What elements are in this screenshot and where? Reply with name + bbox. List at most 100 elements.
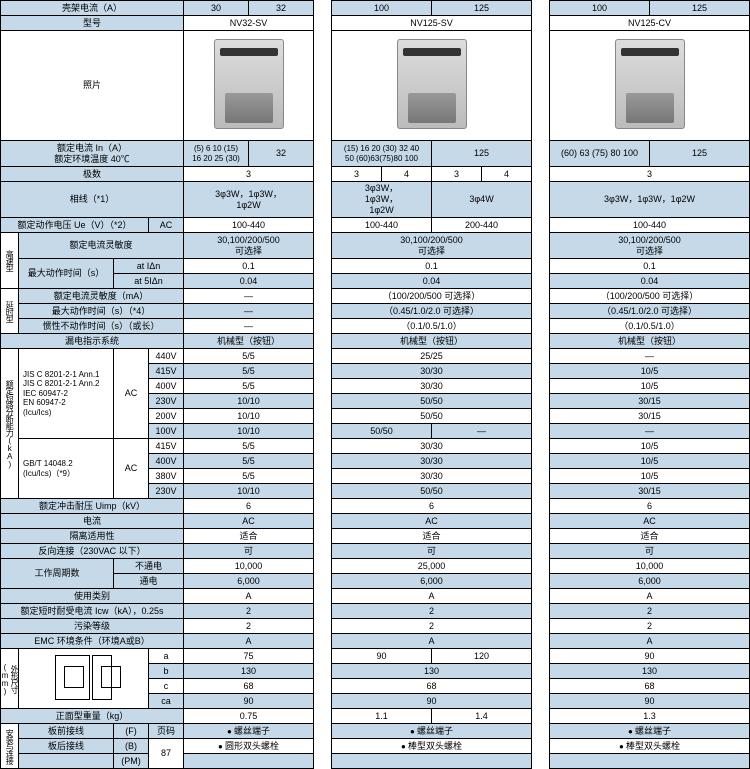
- wt-v2b: 1.4: [432, 709, 532, 724]
- g415-v2: 30/30: [332, 439, 532, 454]
- g380-v1: 5/5: [184, 469, 314, 484]
- g400-v3: 10/5: [550, 454, 750, 469]
- usage-v1: A: [184, 589, 314, 604]
- p2a: 3: [332, 167, 382, 182]
- wt-v2a: 1.1: [332, 709, 432, 724]
- v200-v2: 50/50: [332, 409, 532, 424]
- rear-v3: 棒型双头螺栓: [550, 739, 750, 754]
- jis-ac: AC: [114, 349, 149, 439]
- db-v3: 130: [550, 664, 750, 679]
- dc-v1: 68: [184, 679, 314, 694]
- da-v2b: 120: [432, 649, 532, 664]
- col2b: 125: [432, 1, 532, 16]
- cyc-off-v1: 10,000: [184, 559, 314, 574]
- front-v3: 螺丝端子: [550, 724, 750, 739]
- p1: 3: [184, 167, 314, 182]
- photo1: [184, 31, 314, 141]
- model-label: 型号: [1, 16, 184, 31]
- v100-l: 100V: [149, 424, 184, 439]
- dm-v3: （0.45/1.0/2.0 可选择）: [550, 304, 750, 319]
- icw-label: 额定短时耐受电流 Icw（kA），0.25s: [1, 604, 184, 619]
- cyc-label: 工作周期数: [1, 559, 114, 589]
- dc-v3: 68: [550, 679, 750, 694]
- p2d: 4: [482, 167, 532, 182]
- pm-code: (PM): [114, 754, 149, 769]
- front-v2: 螺丝端子: [332, 724, 532, 739]
- mt-idn-v2: 0.1: [332, 259, 532, 274]
- v3: 100-440: [550, 218, 750, 233]
- ind-v1: 机械型（按钮）: [184, 334, 314, 349]
- pm-v3: [550, 754, 750, 769]
- mt-idn-label: at IΔn: [114, 259, 184, 274]
- dm-v1: —: [184, 304, 314, 319]
- sens-v1: 30,100/200/500 可选择: [184, 233, 314, 259]
- inertia-label: 惯性不动作时间（s）（或长）: [19, 319, 184, 334]
- g415-v1: 5/5: [184, 439, 314, 454]
- front-page-label: 页码: [149, 724, 184, 739]
- gap2: [532, 1, 550, 769]
- mt-idn-v1: 0.1: [184, 259, 314, 274]
- g400-v2: 30/30: [332, 454, 532, 469]
- rear-v2: 棒型双头螺栓: [332, 739, 532, 754]
- iso-v1: 适合: [184, 529, 314, 544]
- g415-l: 415V: [149, 439, 184, 454]
- v415-l: 415V: [149, 364, 184, 379]
- v440-l: 440V: [149, 349, 184, 364]
- uimp-v2: 6: [332, 499, 532, 514]
- max-time-label: 最大动作时间（s）: [19, 259, 114, 289]
- usage-v2: A: [332, 589, 532, 604]
- db-l: b: [149, 664, 184, 679]
- rev-v3: 可: [550, 544, 750, 559]
- dca-v3: 90: [550, 694, 750, 709]
- dim-diagram: [19, 649, 149, 709]
- sens-label: 额定电流灵敏度: [19, 233, 184, 259]
- ac-label: AC: [149, 218, 184, 233]
- rear-v1: 圆形双头螺栓: [184, 739, 314, 754]
- cyc-on-v1: 6,000: [184, 574, 314, 589]
- cyc-off-v2: 25,000: [332, 559, 532, 574]
- pol-v1: 2: [184, 619, 314, 634]
- rear-label: 板后接线: [19, 739, 114, 754]
- emc-v1: A: [184, 634, 314, 649]
- high-speed-section: 高速型: [1, 233, 19, 289]
- v230-v1: 10/10: [184, 394, 314, 409]
- db-v2: 130: [332, 664, 532, 679]
- voltage-label: 额定动作电压 Ue（V）（*2）: [1, 218, 149, 233]
- wiring-label: 相线（*1）: [1, 182, 184, 218]
- emc-v2: A: [332, 634, 532, 649]
- col1b: 32: [249, 1, 314, 16]
- col1a: 30: [184, 1, 249, 16]
- mt-5idn-label: at 5IΔn: [114, 274, 184, 289]
- cyc-on-v2: 6,000: [332, 574, 532, 589]
- g415-v3: 10/5: [550, 439, 750, 454]
- w2a: 3φ3W， 1φ3W， 1φ2W: [332, 182, 432, 218]
- jis-label: JIS C 8201-2-1 Ann.1 JIS C 8201-2-1 Ann.…: [19, 349, 114, 439]
- w2b: 3φ4W: [432, 182, 532, 218]
- pm-label: [19, 754, 114, 769]
- gbt-label: GB/T 14048.2 (Icu/Ics)（*9）: [19, 439, 114, 499]
- r1a: (5) 6 10 (15) 16 20 25 (30): [184, 141, 249, 167]
- front-label: 板前接线: [19, 724, 114, 739]
- iso-v2: 适合: [332, 529, 532, 544]
- rev-v2: 可: [332, 544, 532, 559]
- rear-page: 87: [149, 739, 184, 769]
- wt-v3: 1.3: [550, 709, 750, 724]
- v415-v3: 10/5: [550, 364, 750, 379]
- mt-5idn-v2: 0.04: [332, 274, 532, 289]
- g230-v3: 30/15: [550, 484, 750, 499]
- delay-sens-label: 额定电流灵敏度（mA）: [19, 289, 184, 304]
- breaking-section: 额定短路分断能力(kA): [1, 349, 19, 499]
- ind-v2: 机械型（按钮）: [332, 334, 532, 349]
- v100-v2a: 50/50: [332, 424, 432, 439]
- front-v1: 螺丝端子: [184, 724, 314, 739]
- g400-l: 400V: [149, 454, 184, 469]
- p3: 3: [550, 167, 750, 182]
- iso-label: 隔离适用性: [1, 529, 184, 544]
- gbt-ac: AC: [114, 439, 149, 499]
- db-v1: 130: [184, 664, 314, 679]
- cyc-off-v3: 10,000: [550, 559, 750, 574]
- r1b: 32: [249, 141, 314, 167]
- rear-code: (B): [114, 739, 149, 754]
- in-v2: （0.1/0.5/1.0）: [332, 319, 532, 334]
- emc-label: EMC 环境条件（环境A或B）: [1, 634, 184, 649]
